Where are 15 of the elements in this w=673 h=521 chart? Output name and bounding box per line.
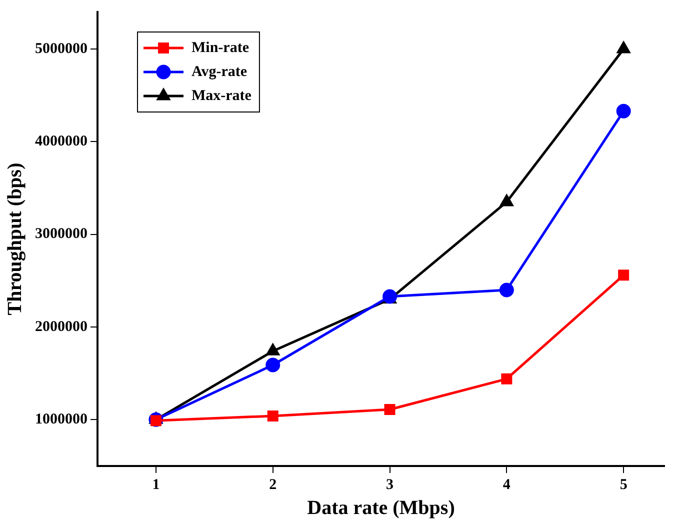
x-tick-label: 4 (502, 476, 511, 493)
y-tick-label: 4000000 (35, 134, 88, 150)
x-tick-label: 2 (269, 476, 277, 493)
x-tick-label: 5 (620, 476, 628, 493)
y-axis-title: Throughput (bps) (4, 162, 26, 316)
x-axis-title: Data rate (Mbps) (307, 497, 455, 520)
legend-label: Avg-rate (192, 64, 248, 80)
y-tick-label: 2000000 (35, 318, 88, 335)
legend-label: Min-rate (192, 40, 250, 56)
x-tick-label: 1 (152, 476, 160, 493)
y-tick-label: 3000000 (35, 226, 88, 242)
legend-label: Max-rate (192, 88, 252, 104)
x-tick-label: 3 (386, 476, 394, 493)
y-tick-label: 5000000 (35, 40, 88, 57)
y-tick-label: 1000000 (35, 412, 88, 428)
